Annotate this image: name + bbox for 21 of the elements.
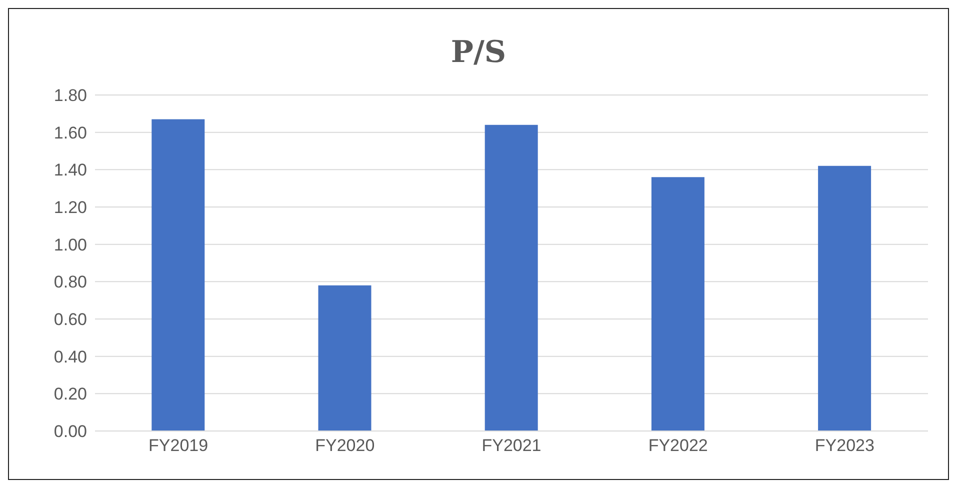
x-tick-label: FY2023 [814, 436, 874, 456]
y-tick-label: 0.20 [54, 384, 87, 404]
y-tick-label: 0.40 [54, 347, 87, 366]
y-tick-label: 0.00 [54, 422, 87, 442]
bar [818, 166, 872, 431]
bar [651, 177, 704, 431]
y-tick-label: 0.60 [54, 310, 87, 330]
x-tick-label: FY2019 [148, 436, 208, 456]
y-tick-label: 1.20 [54, 198, 87, 218]
bar [318, 285, 372, 431]
x-tick-label: FY2021 [482, 436, 542, 456]
y-tick-label: 0.80 [54, 272, 87, 292]
y-tick-label: 1.00 [54, 235, 87, 254]
chart-title: P/S [450, 34, 508, 72]
y-tick-label: 1.40 [54, 160, 87, 180]
x-tick-label: FY2020 [315, 436, 375, 456]
bar [484, 124, 538, 431]
y-tick-label: 1.60 [54, 123, 87, 142]
y-tick-label: 1.80 [54, 86, 87, 106]
x-tick-label: FY2022 [648, 436, 708, 456]
bar [152, 119, 205, 431]
